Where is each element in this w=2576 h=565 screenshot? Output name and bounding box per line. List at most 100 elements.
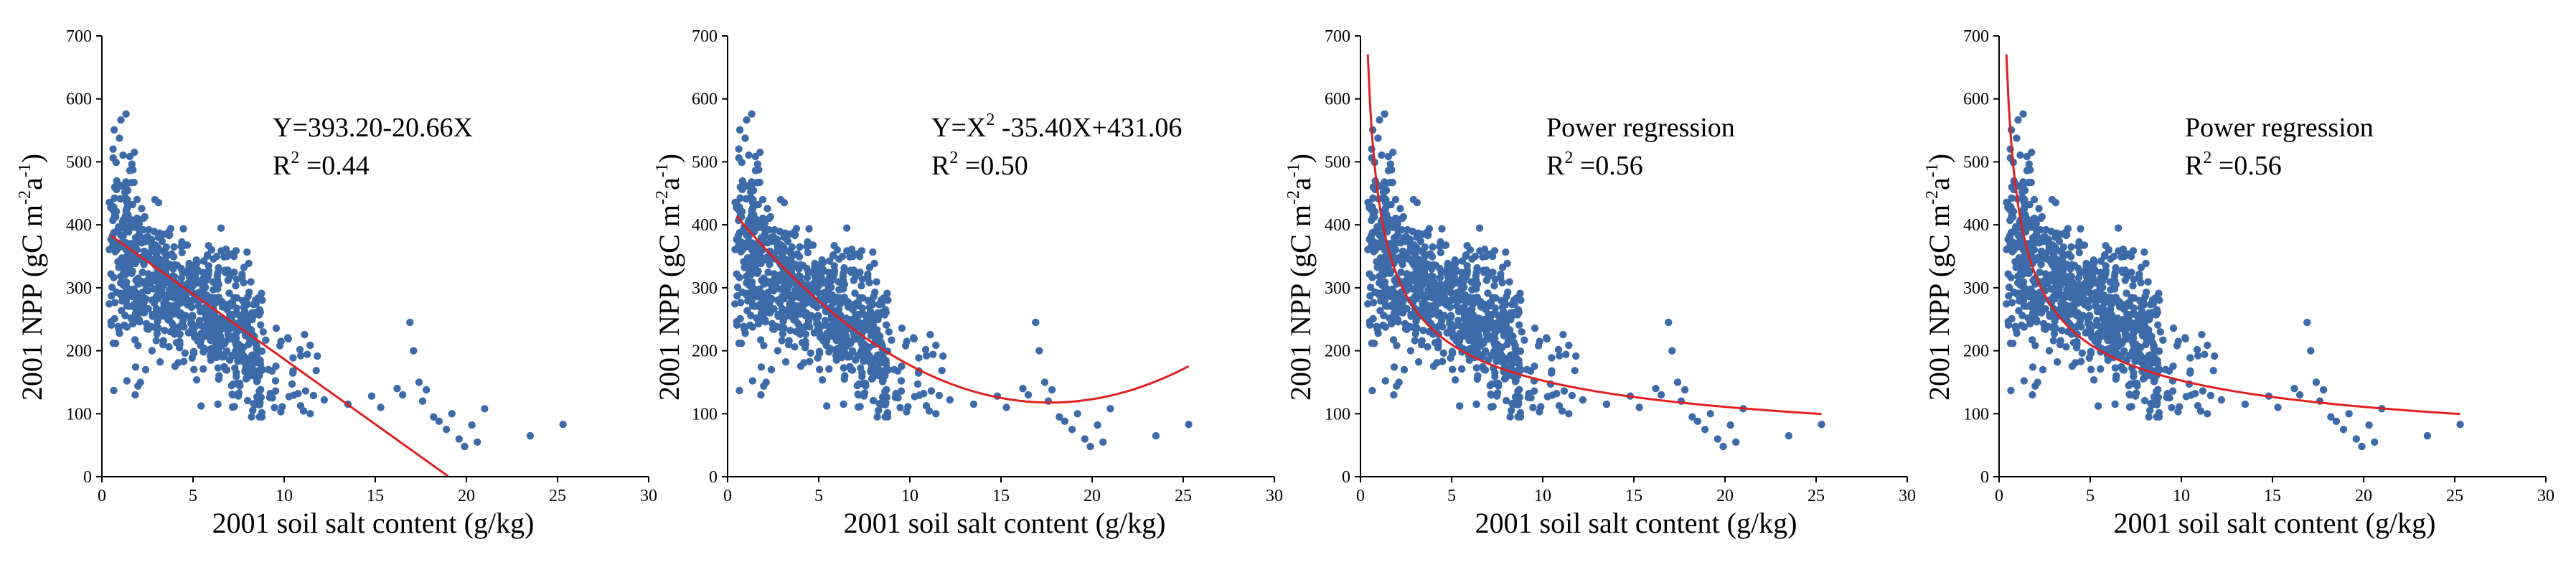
scatter-point [144,270,152,278]
scatter-point [2035,308,2043,316]
scatter-point [1517,296,1525,304]
scatter-point [755,285,763,293]
scatter-point [1482,276,1490,284]
scatter-point [1493,392,1501,400]
scatter-point [847,266,855,274]
scatter-point [2352,435,2360,443]
scatter-point [127,266,135,275]
scatter-point [1370,248,1378,256]
scatter-point [222,325,230,333]
scatter-point [205,242,212,250]
scatter-point [180,358,188,365]
scatter-point [197,287,206,295]
scatter-point [1433,359,1441,367]
scatter-point [164,316,172,324]
scatter-point [2085,262,2093,270]
scatter-point [144,325,152,333]
scatter-point [1044,397,1053,405]
scatter-point [1396,295,1404,304]
scatter-point [229,380,238,388]
scatter-point [766,261,774,269]
scatter-point [776,299,784,307]
scatter-point [2056,230,2065,238]
scatter-point [222,365,230,373]
scatter-point [1475,314,1483,322]
scatter-point [177,243,185,251]
scatter-point [806,358,814,365]
scatter-point [1086,442,1094,451]
scatter-point [1061,417,1069,425]
scatter-point [2041,305,2049,313]
scatter-point [2019,110,2027,118]
scatter-point [1487,380,1496,388]
scatter-point [2129,281,2137,290]
scatter-point [834,306,842,314]
scatter-point [1369,213,1377,222]
scatter-point [165,343,173,351]
y-tick-label: 700 [1963,27,1989,46]
scatter-point [1503,314,1510,322]
scatter-point [1394,232,1402,240]
scatter-point [1425,327,1433,336]
scatter-point [1515,398,1523,407]
scatter-point [2041,233,2049,241]
scatter-point [927,387,936,395]
scatter-point [119,151,127,159]
scatter-point [111,248,119,256]
scatter-point [2063,230,2071,239]
scatter-point [2345,410,2353,418]
scatter-point [921,345,930,354]
scatter-point [238,296,247,304]
scatter-point [215,280,223,289]
scatter-point [2027,178,2035,187]
scatter-point [890,365,898,373]
scatter-point [2198,330,2206,339]
scatter-point [2064,327,2072,336]
scatter-point [122,281,130,289]
scatter-point [774,347,782,355]
scatter-point [733,284,742,291]
scatter-point [1368,241,1376,248]
scatter-point [869,396,878,405]
scatter-point [2105,306,2114,314]
scatter-point [240,355,248,363]
scatter-point [737,248,745,256]
scatter-point [2052,289,2060,297]
scatter-point [2062,343,2070,351]
scatter-point [2044,247,2053,255]
scatter-point [1381,281,1388,289]
scatter-point [206,316,214,324]
scatter-point [2084,281,2093,289]
y-tick-label: 300 [1963,279,1989,298]
scatter-point [2016,151,2024,159]
scatter-point [858,373,866,380]
scatter-point [161,306,169,314]
y-tick-label: 700 [692,27,718,46]
scatter-point [306,410,314,418]
scatter-point [1384,167,1393,174]
scatter-point [1439,289,1448,298]
scatter-point [2029,391,2036,399]
scatter-point [757,391,765,399]
scatter-point [1453,294,1461,302]
scatter-point [860,392,868,400]
scatter-point [187,281,196,289]
scatter-point [849,305,857,314]
scatter-point [2131,310,2139,318]
scatter-point [1515,321,1523,329]
scatter-point [1498,322,1505,330]
scatter-point [870,314,878,322]
scatter-point [2130,304,2138,312]
scatter-point [2090,376,2098,384]
scatter-point [1818,421,1825,429]
scatter-point [232,352,240,360]
scatter-point [1430,279,1439,286]
scatter-point [792,225,801,233]
scatter-point [1475,224,1484,232]
x-tick-label: 30 [1266,487,1283,505]
scatter-point [367,392,376,400]
scatter-point [1420,258,1429,266]
scatter-point [2140,248,2148,256]
scatter-point [1461,307,1469,315]
scatter-point [883,321,890,329]
